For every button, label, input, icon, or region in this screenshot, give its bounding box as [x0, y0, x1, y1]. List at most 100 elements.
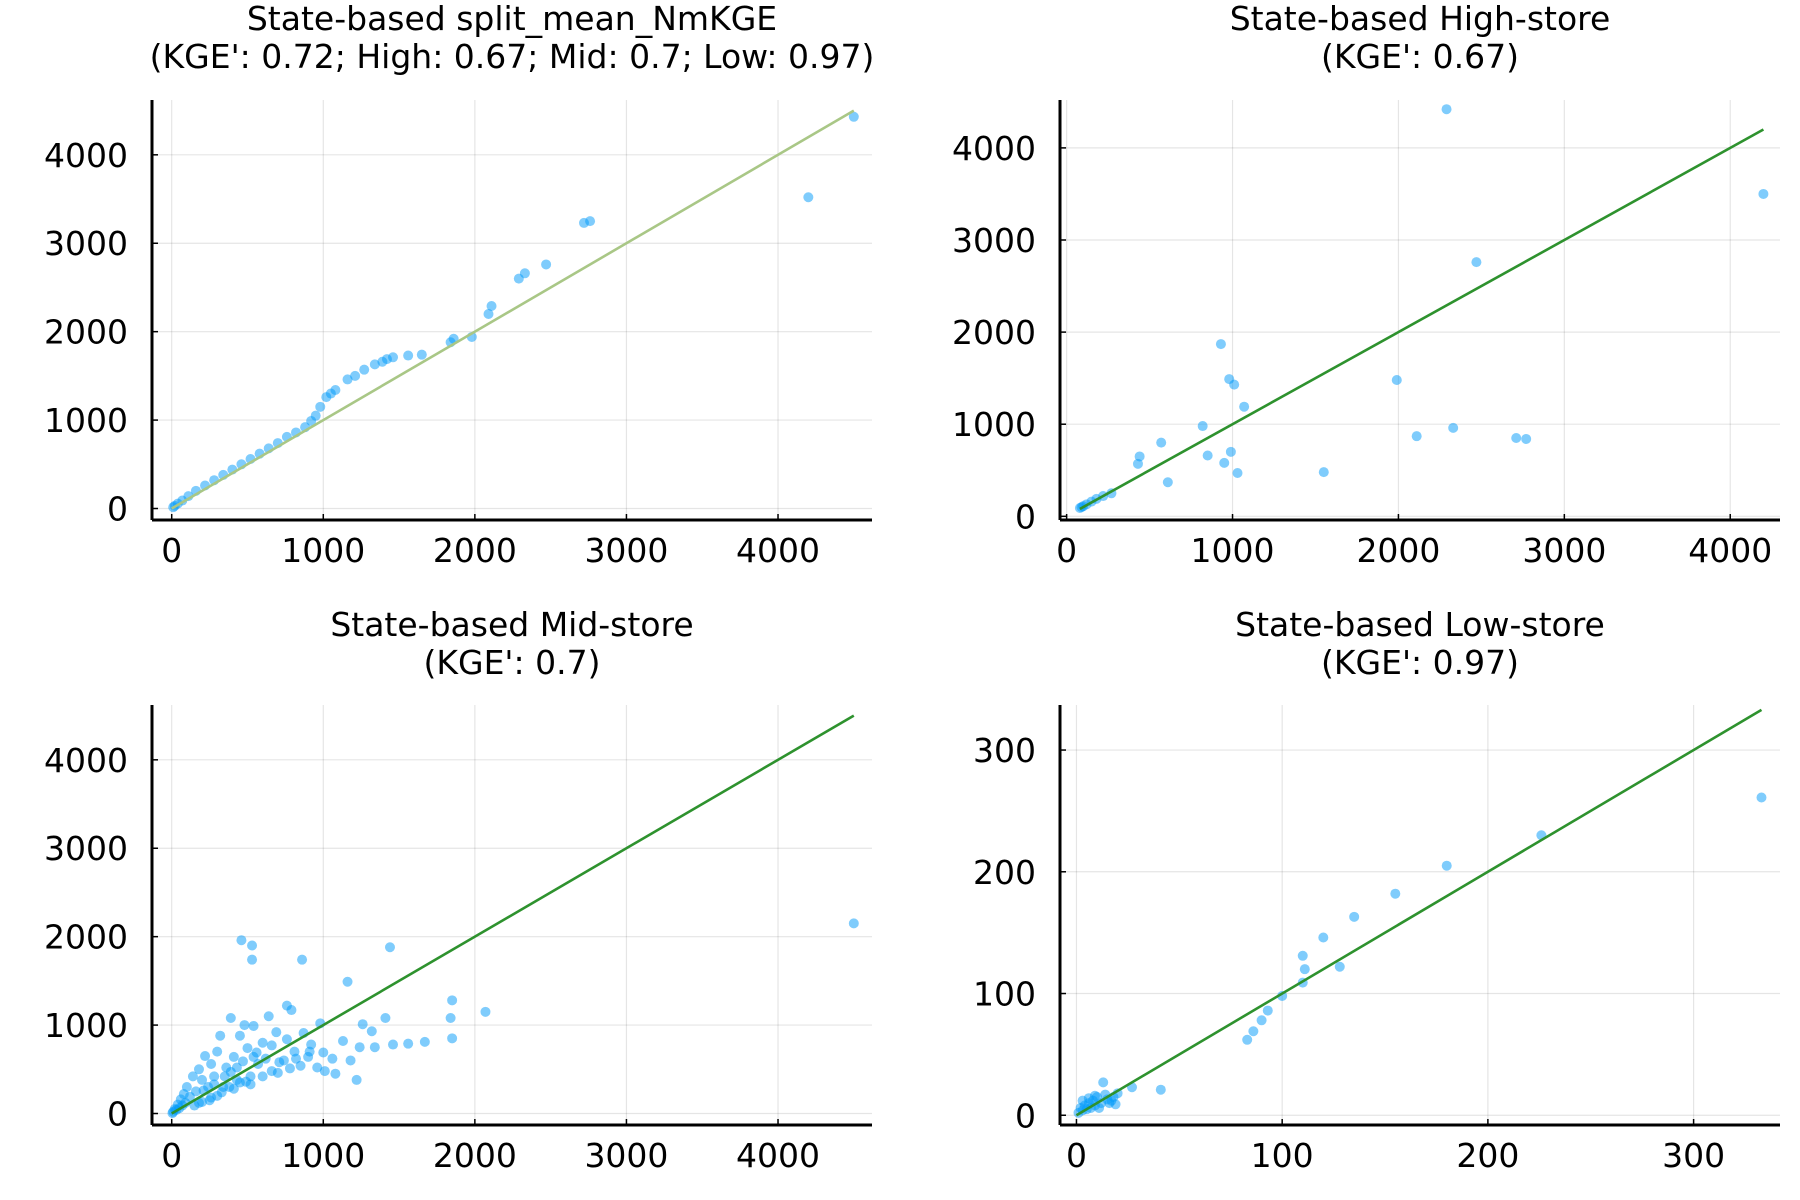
panel-subtitle: (KGE': 0.97)	[1321, 643, 1519, 682]
y-tick-label: 2000	[44, 918, 128, 957]
data-point	[1471, 257, 1482, 268]
data-layer	[1073, 708, 1767, 1118]
data-point	[1758, 188, 1769, 199]
panel-subtitle: (KGE': 0.72; High: 0.67; Mid: 0.7; Low: …	[150, 37, 875, 76]
data-point	[351, 1074, 362, 1085]
grid	[1060, 705, 1780, 1125]
y-tick-label: 4000	[952, 129, 1036, 168]
y-tick-label: 1000	[44, 1006, 128, 1045]
data-point	[403, 1038, 414, 1049]
x-tick-label: 0	[1066, 1136, 1087, 1175]
data-point	[327, 1053, 338, 1064]
data-point	[295, 1060, 306, 1071]
data-point	[1162, 477, 1173, 488]
data-point	[1156, 437, 1167, 448]
data-point	[1349, 911, 1360, 922]
data-layer	[1074, 104, 1769, 514]
y-tick-label: 0	[107, 490, 128, 529]
data-point	[342, 976, 353, 987]
data-point	[248, 1020, 259, 1031]
data-point	[1215, 339, 1226, 350]
data-point	[206, 1058, 217, 1069]
data-point	[319, 1066, 330, 1077]
data-point	[848, 111, 859, 122]
reference-line	[1075, 708, 1763, 1117]
data-point	[1318, 467, 1329, 478]
data-point	[445, 1013, 456, 1024]
data-point	[388, 1039, 399, 1050]
data-point	[206, 1092, 217, 1103]
data-point	[1242, 1034, 1253, 1045]
x-tick-label: 3000	[1522, 531, 1606, 570]
ticks: 0 100 200 300 0 100 200 300	[973, 731, 1725, 1175]
x-tick-label: 0	[161, 531, 182, 570]
data-point	[281, 1034, 292, 1045]
data-point	[342, 374, 353, 385]
data-point	[304, 1046, 315, 1057]
data-point	[225, 1066, 236, 1077]
data-point	[380, 1013, 391, 1024]
data-point	[266, 1040, 277, 1051]
x-tick-label: 2000	[433, 1136, 517, 1175]
data-point	[357, 1019, 368, 1030]
grid	[152, 100, 872, 520]
data-point	[350, 370, 361, 381]
y-tick-label: 1000	[952, 405, 1036, 444]
grid	[152, 705, 872, 1125]
data-point	[1155, 1084, 1166, 1095]
data-point	[321, 392, 332, 403]
x-tick-label: 4000	[736, 531, 820, 570]
data-point	[1239, 401, 1250, 412]
data-point	[1390, 888, 1401, 899]
y-tick-label: 0	[1015, 1096, 1036, 1135]
data-point	[318, 1047, 329, 1058]
x-tick-label: 0	[161, 1136, 182, 1175]
data-point	[257, 1037, 268, 1048]
y-tick-label: 1000	[44, 401, 128, 440]
data-point	[237, 1056, 248, 1067]
data-point	[1094, 1102, 1105, 1113]
data-point	[228, 1051, 239, 1062]
data-point	[1511, 433, 1522, 444]
data-point	[225, 1013, 236, 1024]
data-point	[274, 1057, 285, 1068]
data-point	[242, 1043, 253, 1054]
y-tick-label: 4000	[44, 741, 128, 780]
data-point	[216, 1087, 227, 1098]
x-tick-label: 1000	[1191, 531, 1275, 570]
data-point	[1219, 457, 1230, 468]
x-tick-label: 200	[1456, 1136, 1519, 1175]
data-point	[345, 1055, 356, 1066]
data-point	[209, 1071, 220, 1082]
data-point	[1411, 431, 1422, 442]
data-point	[272, 1067, 283, 1078]
data-point	[1441, 860, 1452, 871]
panel-high-store: State-based High-store (KGE': 0.67) 0 100…	[952, 0, 1780, 570]
data-point	[284, 1063, 295, 1074]
data-point	[1441, 104, 1452, 115]
data-point	[486, 301, 497, 312]
x-tick-label: 0	[1056, 531, 1077, 570]
data-point	[1318, 932, 1329, 943]
panel-low-store: State-based Low-store (KGE': 0.97) 0 100 2…	[973, 605, 1780, 1175]
data-point	[248, 1051, 259, 1062]
data-point	[384, 942, 395, 953]
panel-subtitle: (KGE': 0.67)	[1321, 37, 1519, 76]
x-tick-label: 4000	[736, 1136, 820, 1175]
x-tick-label: 2000	[433, 531, 517, 570]
data-point	[848, 918, 859, 929]
data-point	[200, 1051, 211, 1062]
y-tick-label: 2000	[44, 313, 128, 352]
data-point	[354, 1042, 365, 1053]
panel-title: State-based split_mean_NmKGE	[247, 0, 777, 38]
data-point	[1110, 1099, 1121, 1110]
data-point	[483, 308, 494, 319]
data-point	[215, 1030, 226, 1041]
y-tick-label: 2000	[952, 313, 1036, 352]
y-tick-label: 0	[1015, 497, 1036, 536]
data-point	[1098, 1077, 1109, 1088]
reference-line	[171, 109, 855, 510]
y-tick-label: 3000	[44, 224, 128, 263]
data-point	[234, 1030, 245, 1041]
